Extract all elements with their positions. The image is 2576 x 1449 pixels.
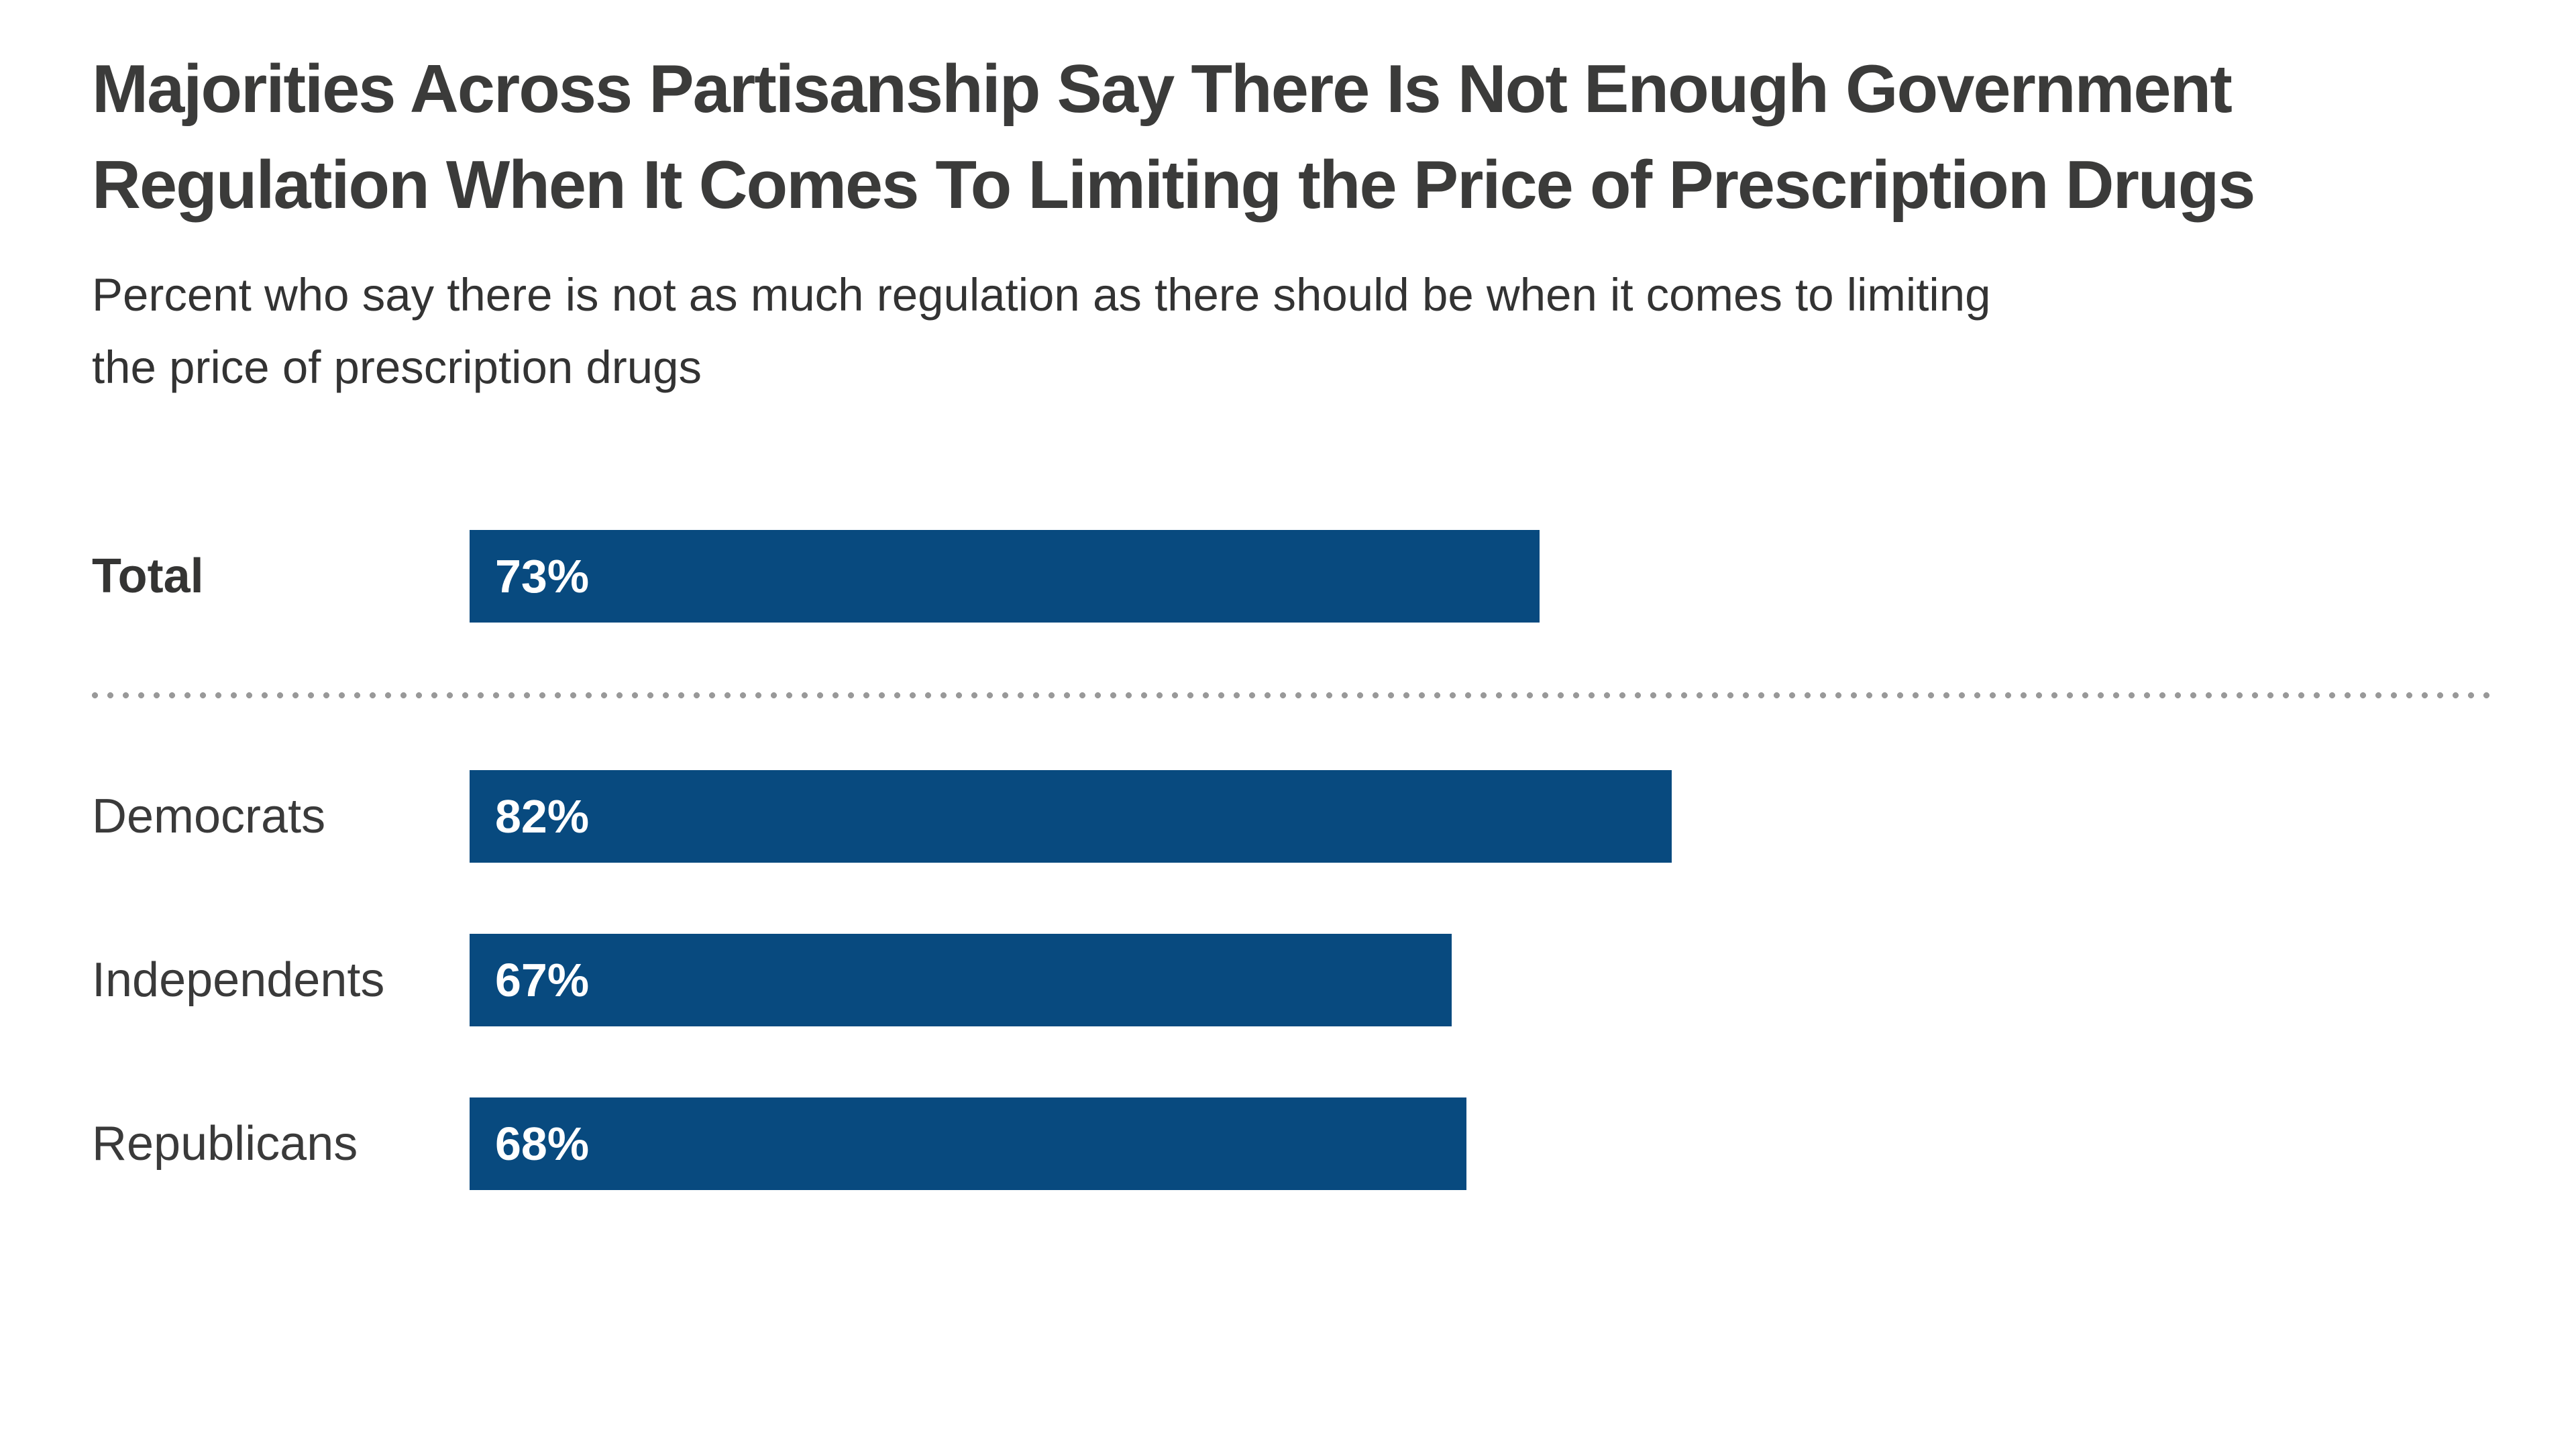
chart-subtitle: Percent who say there is not as much reg… bbox=[92, 259, 1990, 404]
chart-title: Majorities Across Partisanship Say There… bbox=[92, 42, 2255, 233]
bar-independents: 67% bbox=[470, 934, 1452, 1026]
chart-title-line-2: Regulation When It Comes To Limiting the… bbox=[92, 148, 2255, 223]
bar-republicans: 68% bbox=[470, 1097, 1466, 1190]
bar-row-independents: Independents 67% bbox=[0, 934, 2576, 1026]
bar-value-independents: 67% bbox=[495, 954, 590, 1006]
category-label-democrats: Democrats bbox=[92, 790, 326, 843]
bar-value-democrats: 82% bbox=[495, 790, 590, 843]
chart-subtitle-line-2: the price of prescription drugs bbox=[92, 341, 702, 393]
dotted-divider bbox=[92, 692, 2490, 698]
category-label-independents: Independents bbox=[92, 953, 385, 1007]
chart-title-line-1: Majorities Across Partisanship Say There… bbox=[92, 52, 2233, 127]
bar-total: 73% bbox=[470, 530, 1540, 623]
chart-subtitle-line-1: Percent who say there is not as much reg… bbox=[92, 269, 1991, 321]
bar-democrats: 82% bbox=[470, 770, 1672, 863]
bar-row-democrats: Democrats 82% bbox=[0, 770, 2576, 863]
bar-value-total: 73% bbox=[495, 550, 590, 602]
category-label-total: Total bbox=[92, 549, 204, 603]
bar-row-republicans: Republicans 68% bbox=[0, 1097, 2576, 1190]
category-label-republicans: Republicans bbox=[92, 1117, 358, 1171]
bar-value-republicans: 68% bbox=[495, 1118, 590, 1170]
bar-row-total: Total 73% bbox=[0, 530, 2576, 623]
